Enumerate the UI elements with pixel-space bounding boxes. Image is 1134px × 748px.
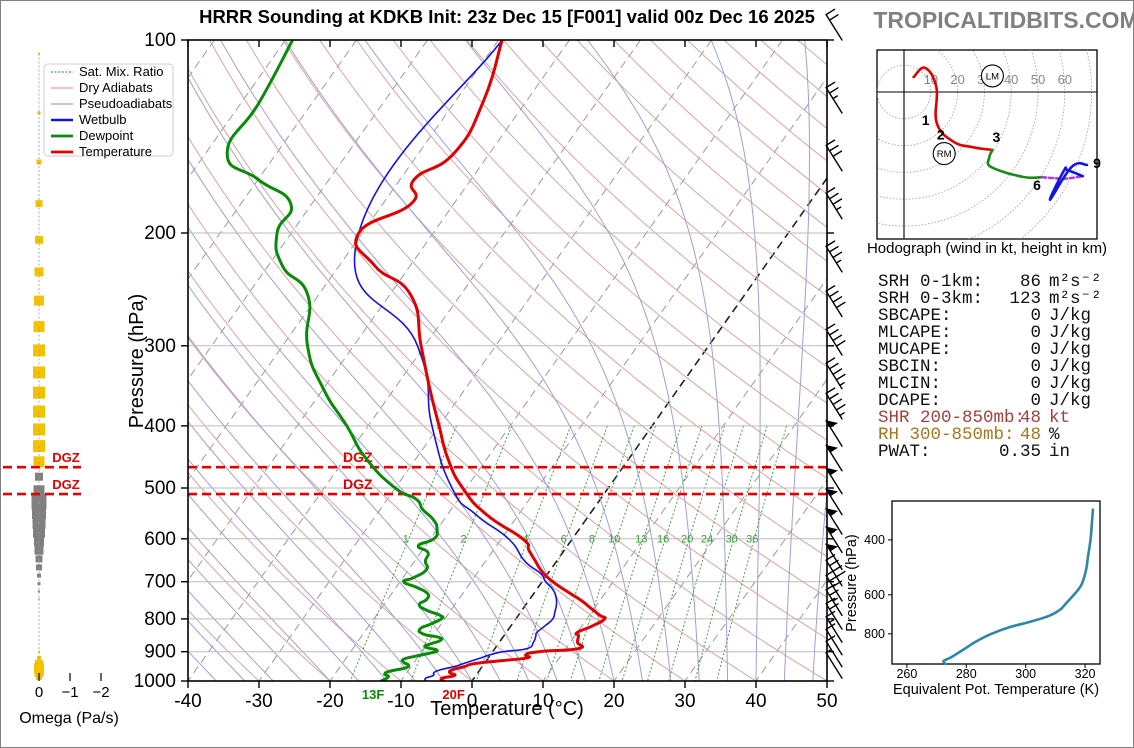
svg-text:Pseudoadiabats: Pseudoadiabats (79, 96, 173, 111)
svg-text:Dewpoint: Dewpoint (79, 128, 134, 143)
svg-text:Equivalent Pot. Temperature (K: Equivalent Pot. Temperature (K) (893, 682, 1099, 698)
svg-text:LM: LM (986, 71, 999, 82)
svg-text:1: 1 (403, 534, 409, 546)
svg-text:PWAT:: PWAT: (878, 442, 931, 462)
svg-text:−2: −2 (92, 684, 109, 701)
svg-text:280: 280 (956, 667, 977, 681)
svg-text:16: 16 (657, 534, 669, 546)
svg-text:60: 60 (1058, 72, 1072, 87)
svg-text:-10: -10 (387, 691, 414, 712)
svg-text:DGZ: DGZ (52, 450, 80, 465)
svg-text:6: 6 (561, 534, 567, 546)
svg-text:RM: RM (937, 149, 952, 160)
svg-text:36: 36 (746, 534, 758, 546)
svg-text:400: 400 (144, 416, 176, 437)
svg-text:Temperature: Temperature (79, 144, 152, 159)
svg-text:600: 600 (144, 529, 176, 550)
svg-text:40: 40 (745, 691, 766, 712)
svg-text:HRRR Sounding at KDKB Init: 23: HRRR Sounding at KDKB Init: 23z Dec 15 [… (199, 6, 815, 27)
svg-text:Pressure (hPa): Pressure (hPa) (844, 534, 860, 632)
svg-text:100: 100 (144, 30, 176, 51)
svg-text:DGZ: DGZ (52, 477, 80, 492)
svg-text:30: 30 (726, 534, 738, 546)
svg-text:−1: −1 (61, 684, 78, 701)
svg-text:1: 1 (922, 112, 930, 128)
svg-text:900: 900 (144, 642, 176, 663)
svg-text:500: 500 (144, 478, 176, 499)
svg-text:Sat. Mix. Ratio: Sat. Mix. Ratio (79, 64, 164, 79)
svg-text:-40: -40 (174, 691, 201, 712)
svg-text:Dry Adiabats: Dry Adiabats (79, 80, 153, 95)
svg-text:Wetbulb: Wetbulb (79, 112, 126, 127)
svg-text:8: 8 (589, 534, 595, 546)
svg-text:-30: -30 (245, 691, 272, 712)
svg-text:260: 260 (896, 667, 917, 681)
svg-text:0: 0 (35, 684, 43, 701)
svg-text:200: 200 (144, 223, 176, 244)
svg-text:700: 700 (144, 572, 176, 593)
svg-text:2: 2 (937, 126, 945, 142)
svg-text:40: 40 (1004, 72, 1018, 87)
svg-text:Omega (Pa/s): Omega (Pa/s) (19, 710, 119, 727)
svg-text:in: in (1049, 442, 1070, 462)
svg-text:13: 13 (635, 534, 647, 546)
svg-text:50: 50 (1031, 72, 1045, 87)
svg-text:Pressure (hPa): Pressure (hPa) (126, 294, 148, 429)
svg-text:13F: 13F (362, 687, 384, 702)
svg-text:30: 30 (674, 691, 695, 712)
svg-text:-20: -20 (316, 691, 343, 712)
svg-text:DGZ: DGZ (343, 476, 373, 492)
svg-text:10: 10 (608, 534, 620, 546)
svg-text:1000: 1000 (134, 671, 176, 692)
svg-text:320: 320 (1075, 667, 1096, 681)
svg-text:6: 6 (1033, 177, 1041, 193)
svg-text:2: 2 (460, 534, 466, 546)
svg-text:Hodograph (wind in kt, height: Hodograph (wind in kt, height in km) (867, 240, 1107, 257)
svg-text:9: 9 (1093, 155, 1101, 171)
svg-text:800: 800 (144, 609, 176, 630)
svg-text:400: 400 (864, 533, 885, 547)
svg-text:0.35: 0.35 (999, 442, 1041, 462)
svg-text:TROPICALTIDBITS.COM: TROPICALTIDBITS.COM (873, 7, 1134, 33)
svg-text:20: 20 (950, 72, 964, 87)
svg-text:24: 24 (701, 534, 713, 546)
svg-text:800: 800 (864, 627, 885, 641)
svg-text:3: 3 (993, 129, 1001, 145)
svg-text:300: 300 (144, 336, 176, 357)
svg-text:20: 20 (681, 534, 693, 546)
svg-text:300: 300 (1015, 667, 1036, 681)
svg-text:20: 20 (603, 691, 624, 712)
svg-text:Temperature (°C): Temperature (°C) (430, 698, 584, 720)
svg-text:600: 600 (864, 588, 885, 602)
svg-text:50: 50 (816, 691, 837, 712)
